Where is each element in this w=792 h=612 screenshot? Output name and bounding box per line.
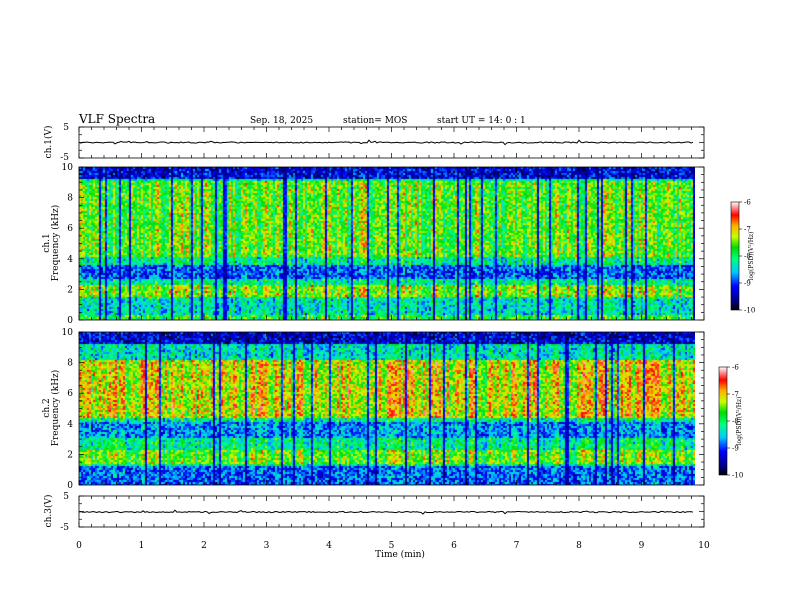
x-tick-label: 1 xyxy=(139,541,145,551)
ch1-spectrogram-channel-label: ch.1 xyxy=(42,233,52,252)
ch1-spectrogram-panel: 0 2 4 6 8 10 ch.1 Frequency (kHz) xyxy=(42,163,705,326)
ch2-colorbar-label: log(PSD)(V²/Hz) xyxy=(736,397,743,446)
ch3-waveform-line xyxy=(78,509,694,515)
ch1-spectrogram-yticklabels: 0 2 4 6 8 10 xyxy=(62,163,74,326)
ch2-spectrogram-panel: 0 2 4 6 8 10 ch.2 Frequency (kHz) xyxy=(42,328,705,491)
ch1-spectrogram-ticks xyxy=(78,166,705,321)
y-tick-label: 8 xyxy=(67,359,73,369)
ch1-waveform-panel: 5 -5 ch.1(V) xyxy=(43,123,705,163)
ch1-colorbar: -6 -7 -8 -9 -10 log(PSD)(V²/Hz) xyxy=(730,199,755,315)
spectrogram-raster xyxy=(79,167,695,320)
x-tick-label: 4 xyxy=(326,541,332,551)
station-label: station= MOS xyxy=(343,116,407,126)
y-tick-label: 10 xyxy=(62,163,74,173)
colorbar-tick-label: -9 xyxy=(732,445,739,453)
y-tick-label: 10 xyxy=(62,328,74,338)
colorbar-tick-label: -6 xyxy=(732,364,739,372)
x-tick-labels: 0 1 2 3 4 5 6 7 8 9 10 xyxy=(76,541,710,551)
spectrogram-raster xyxy=(79,332,695,485)
ch1-ytick-top: 5 xyxy=(63,123,69,133)
y-tick-label: 0 xyxy=(67,316,73,326)
ch3-ytick-top: 5 xyxy=(63,492,69,502)
ch2-spectrogram-image xyxy=(79,332,695,485)
y-tick-label: 8 xyxy=(67,194,73,204)
x-tick-label: 0 xyxy=(76,541,82,551)
figure-title: VLF Spectra xyxy=(78,112,155,126)
date-label: Sep. 18, 2025 xyxy=(250,116,313,126)
colorbar-tick-label: -7 xyxy=(732,391,739,399)
ch2-spectrogram-yticklabels: 0 2 4 6 8 10 xyxy=(62,328,74,491)
ch1-waveform-line xyxy=(78,139,694,146)
y-tick-label: 6 xyxy=(67,389,73,399)
x-tick-label: 9 xyxy=(639,541,645,551)
ch3-waveform-ticks xyxy=(78,495,705,528)
colorbar-tick-label: -10 xyxy=(744,307,755,315)
ch1-colorbar-gradient xyxy=(730,201,740,311)
x-tick-label: 5 xyxy=(389,541,395,551)
ch1-ytick-bottom: -5 xyxy=(60,153,69,163)
colorbar-tick-label: -7 xyxy=(744,226,751,234)
ch1-waveform-ticks xyxy=(78,126,705,159)
x-tick-label: 6 xyxy=(451,541,457,551)
ch1-colorbar-ticks: -6 -7 -8 -9 -10 xyxy=(739,199,755,315)
y-tick-label: 2 xyxy=(67,285,73,295)
ch2-colorbar-ticks: -6 -7 -8 -9 -10 xyxy=(727,364,743,480)
x-tick-label: 7 xyxy=(514,541,520,551)
colorbar-tick-label: -9 xyxy=(744,280,751,288)
x-axis-label: Time (min) xyxy=(375,549,425,560)
start-time-label: start UT = 14: 0 : 1 xyxy=(437,116,526,126)
ch1-colorbar-label: log(PSD)(V²/Hz) xyxy=(748,232,755,281)
x-tick-label: 2 xyxy=(201,541,207,551)
y-tick-label: 6 xyxy=(67,224,73,234)
colorbar-tick-label: -8 xyxy=(732,418,739,426)
ch2-colorbar-gradient xyxy=(718,366,728,476)
ch3-waveform-panel: 5 -5 ch.3(V) xyxy=(43,492,705,533)
x-tick-label: 8 xyxy=(576,541,582,551)
ch2-spectrogram-ylabel: Frequency (kHz) xyxy=(50,370,61,447)
ch1-waveform-ylabel: ch.1(V) xyxy=(43,126,54,159)
y-tick-label: 4 xyxy=(67,420,73,430)
colorbar-tick-label: -8 xyxy=(744,253,751,261)
colorbar-tick-label: -6 xyxy=(744,199,751,207)
ch1-spectrogram-ylabel: Frequency (kHz) xyxy=(50,205,61,282)
x-tick-label: 10 xyxy=(698,541,710,551)
ch3-ytick-bottom: -5 xyxy=(60,523,69,533)
ch3-waveform-ylabel: ch.3(V) xyxy=(43,495,54,528)
ch2-spectrogram-ticks xyxy=(78,331,705,486)
ch2-colorbar: -6 -7 -8 -9 -10 log(PSD)(V²/Hz) xyxy=(718,364,743,480)
colorbar-tick-label: -10 xyxy=(732,472,743,480)
ch2-spectrogram-channel-label: ch.2 xyxy=(42,398,52,417)
y-tick-label: 2 xyxy=(67,450,73,460)
ch1-spectrogram-image xyxy=(79,167,695,320)
x-tick-label: 3 xyxy=(264,541,270,551)
y-tick-label: 0 xyxy=(67,481,73,491)
y-tick-label: 4 xyxy=(67,255,73,265)
